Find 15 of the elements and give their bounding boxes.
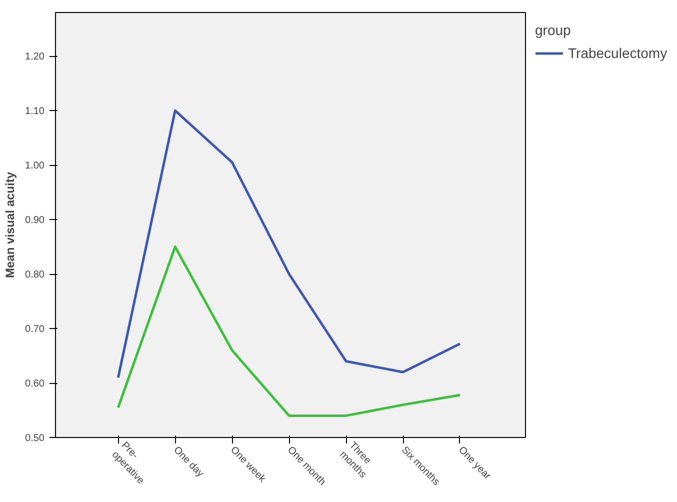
legend-label: Trabeculectomy (568, 45, 668, 61)
y-tick-label: 1.20 (25, 52, 45, 63)
y-tick-label: 0.60 (25, 378, 45, 390)
line-series (116, 246, 462, 417)
y-tick-label: 1.00 (25, 160, 45, 172)
y-axis-title: Mean visual acuity (3, 172, 18, 278)
line-series (116, 109, 462, 379)
x-tick-label: One day (171, 444, 206, 480)
y-tick-label: 0.50 (25, 433, 45, 444)
y-tick-label: 0.70 (25, 324, 45, 336)
y-tick-label: 0.80 (25, 270, 45, 281)
y-tick-label: 1.10 (25, 106, 45, 118)
x-tick-label: One year (456, 444, 494, 482)
y-tick-label: 0.90 (25, 215, 45, 226)
legend-title: group (535, 22, 572, 38)
